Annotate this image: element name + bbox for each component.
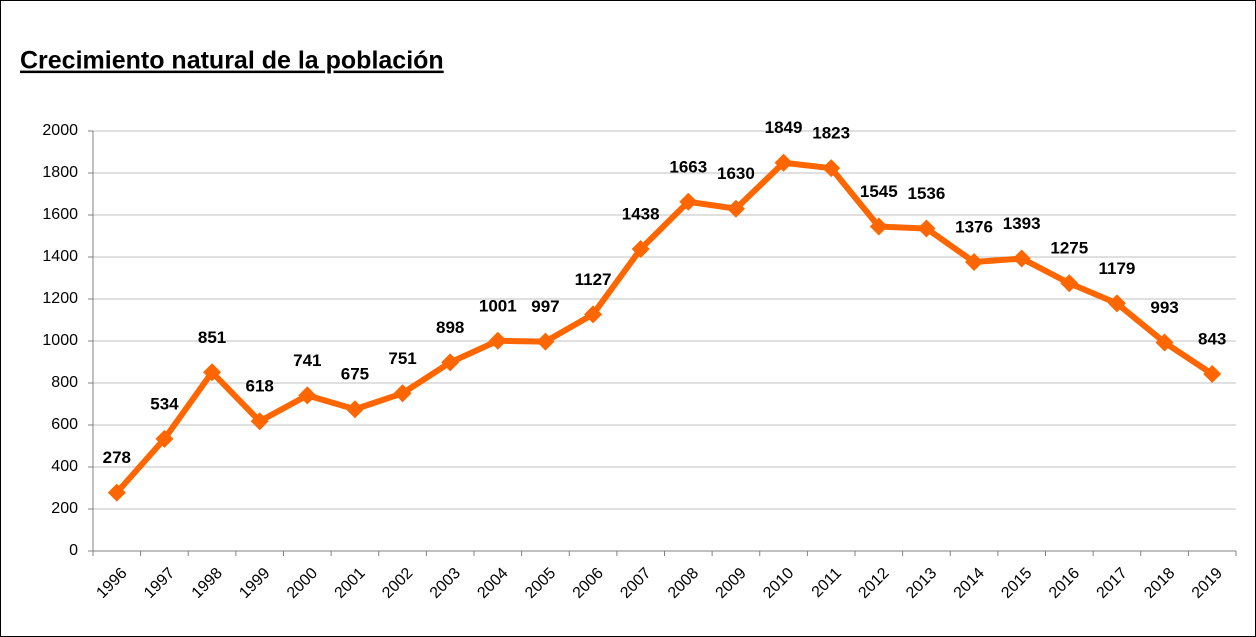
data-label: 1536 xyxy=(908,184,946,203)
y-tick-label: 800 xyxy=(51,374,78,391)
y-tick-label: 1000 xyxy=(42,332,78,349)
data-line xyxy=(114,159,1214,495)
data-marker xyxy=(441,353,460,372)
y-tick-label: 1200 xyxy=(42,290,78,307)
data-marker xyxy=(1060,274,1079,293)
data-marker xyxy=(774,153,793,172)
data-marker xyxy=(679,192,698,211)
y-tick-label: 400 xyxy=(51,458,78,475)
y-tick-label: 1800 xyxy=(42,164,78,181)
data-label: 1001 xyxy=(479,296,517,315)
data-label: 1849 xyxy=(765,118,803,137)
data-marker xyxy=(1012,249,1031,268)
data-marker xyxy=(250,412,269,431)
y-tick-label: 200 xyxy=(51,500,78,517)
data-label: 898 xyxy=(436,318,464,337)
data-label: 675 xyxy=(341,365,369,384)
data-label: 1275 xyxy=(1050,239,1088,258)
data-label: 1376 xyxy=(955,218,993,237)
data-marker xyxy=(631,240,650,259)
data-label: 741 xyxy=(293,351,321,370)
data-label: 1179 xyxy=(1098,259,1135,278)
data-marker xyxy=(345,400,364,419)
data-marker xyxy=(203,363,222,382)
data-marker xyxy=(917,219,936,238)
data-label: 851 xyxy=(198,328,226,347)
data-marker xyxy=(822,159,841,178)
data-label: 993 xyxy=(1150,298,1178,317)
data-label: 618 xyxy=(246,377,274,396)
data-label: 1630 xyxy=(717,164,755,183)
y-tick-label: 0 xyxy=(69,542,78,559)
data-label: 997 xyxy=(531,297,559,316)
data-label: 751 xyxy=(388,349,416,368)
data-marker xyxy=(1203,364,1222,383)
data-marker xyxy=(107,483,126,502)
y-tick-label: 600 xyxy=(51,416,78,433)
data-label: 1545 xyxy=(860,182,898,201)
data-label: 278 xyxy=(103,448,131,467)
data-label: 1438 xyxy=(622,205,660,224)
data-marker xyxy=(488,331,507,350)
data-marker xyxy=(965,253,984,272)
data-label: 843 xyxy=(1198,329,1226,348)
data-marker xyxy=(726,199,745,218)
data-label: 1823 xyxy=(812,124,850,143)
y-tick-label: 1600 xyxy=(42,206,78,223)
data-marker xyxy=(1107,294,1126,313)
data-marker xyxy=(155,429,174,448)
chart-title: Crecimiento natural de la población xyxy=(20,47,444,75)
data-marker xyxy=(536,332,555,351)
y-tick-label: 2000 xyxy=(42,122,78,139)
data-marker xyxy=(1155,333,1174,352)
data-marker xyxy=(584,305,603,324)
data-label: 534 xyxy=(150,394,179,413)
data-label: 1393 xyxy=(1003,214,1041,233)
data-marker xyxy=(298,386,317,405)
data-marker xyxy=(869,217,888,236)
y-tick-label: 1400 xyxy=(42,248,78,265)
data-label: 1127 xyxy=(575,270,612,289)
data-marker xyxy=(393,384,412,403)
data-label: 1663 xyxy=(669,157,707,176)
